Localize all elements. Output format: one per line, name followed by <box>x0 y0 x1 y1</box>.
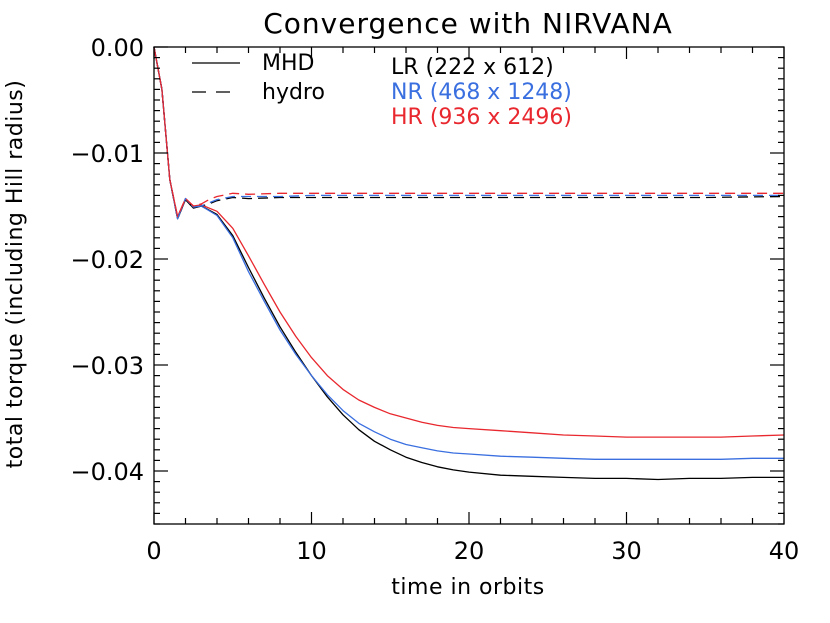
y-tick-label: −0.02 <box>70 246 144 274</box>
x-tick-label: 0 <box>146 537 161 565</box>
legend-label-mhd: MHD <box>262 51 314 76</box>
legend-resolution-label: HR (936 x 2496) <box>391 105 572 130</box>
x-tick-label: 40 <box>769 537 800 565</box>
series-line-lr-hydro <box>153 46 785 220</box>
y-axis-label: total torque (including Hill radius) <box>3 80 28 469</box>
legend: MHD hydro LR (222 x 612)NR (468 x 1248)HR … <box>192 51 572 130</box>
x-tick-label: 20 <box>454 537 485 565</box>
x-tick-label: 10 <box>296 537 327 565</box>
x-axis-label: time in orbits <box>391 575 544 600</box>
y-tick-label: −0.01 <box>70 140 144 168</box>
y-tick-label: 0.00 <box>91 34 144 62</box>
x-tick-label: 30 <box>611 537 642 565</box>
series-line-hr-mhd <box>153 46 785 438</box>
legend-resolution-label: NR (468 x 1248) <box>391 80 572 105</box>
legend-label-hydro: hydro <box>262 80 325 105</box>
series-line-hr-hydro <box>153 46 784 218</box>
series-layer <box>153 46 785 481</box>
chart-title: Convergence with NIRVANA <box>263 7 673 40</box>
y-tick-label: −0.04 <box>70 458 144 486</box>
y-tick-label: −0.03 <box>70 352 144 380</box>
ticks-layer: 0 10 20 30 40 0.00 −0.01 −0.02 −0.03 −0.04 <box>70 34 799 565</box>
legend-resolution-label: LR (222 x 612) <box>391 55 554 80</box>
series-line-nr-hydro <box>153 46 784 220</box>
